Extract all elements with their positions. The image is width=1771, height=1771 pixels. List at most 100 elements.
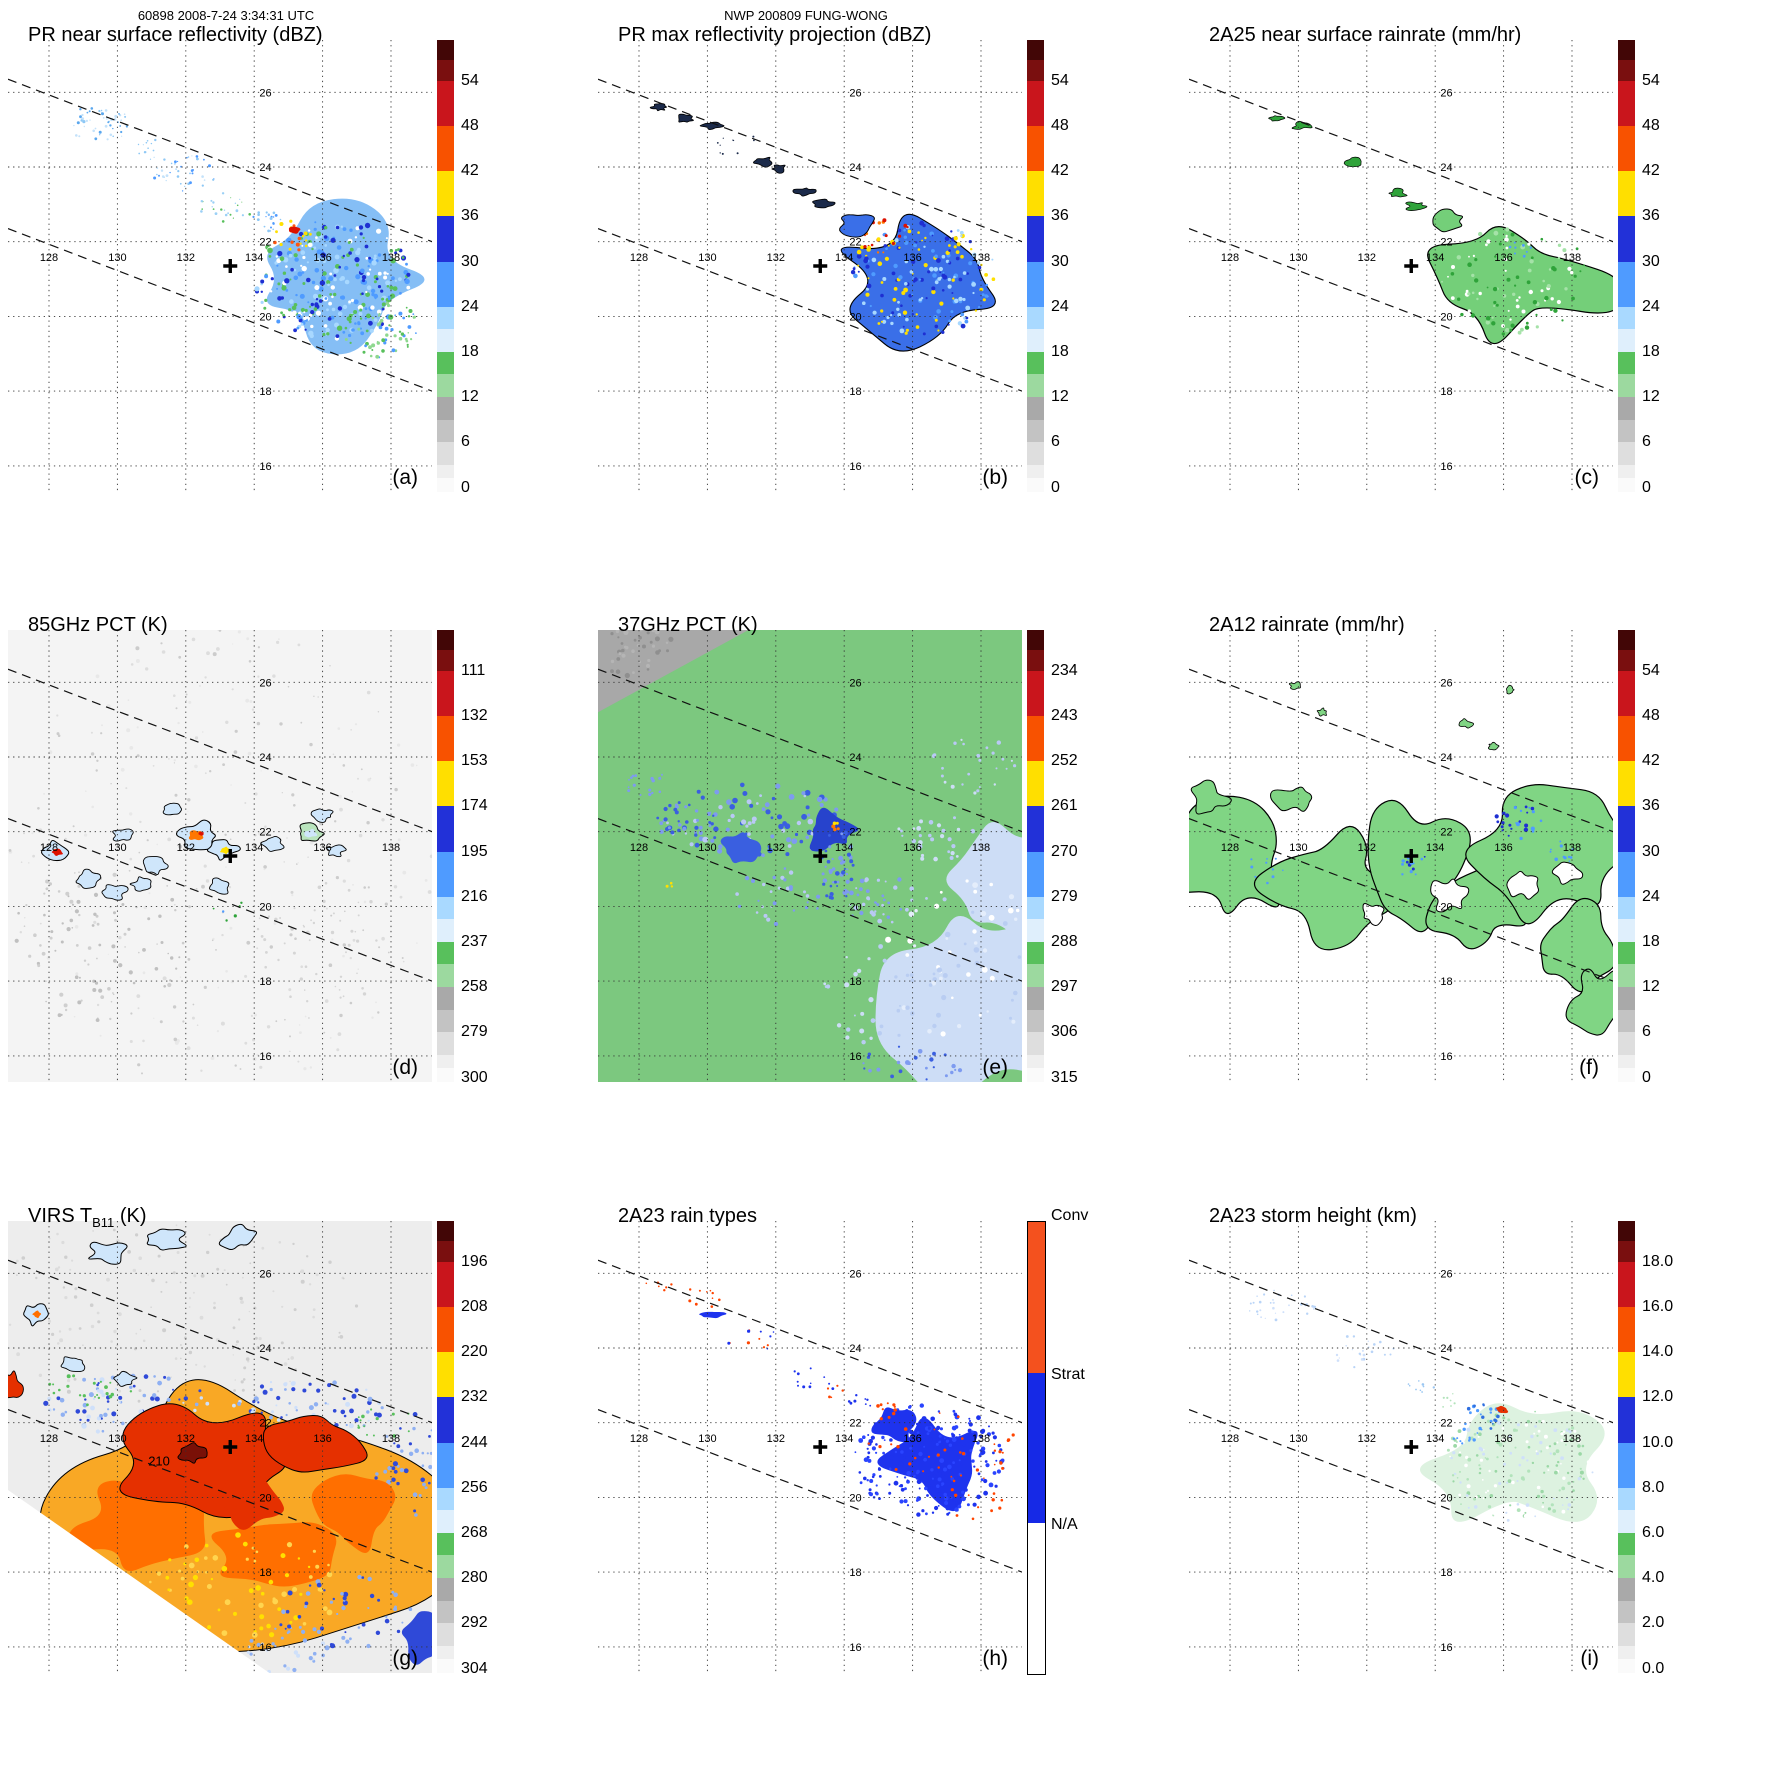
lat-label: 20 <box>849 311 861 323</box>
panel-title-a: PR near surface reflectivity (dBZ) <box>28 24 323 46</box>
colorbar-segment <box>1027 329 1044 352</box>
data-blob <box>218 1223 258 1250</box>
colorbar-tick: 256 <box>461 1478 488 1496</box>
lat-label: 16 <box>849 461 861 473</box>
lon-label: 134 <box>245 842 263 854</box>
data-blob <box>142 855 169 876</box>
colorbar-tick: 261 <box>1051 797 1078 815</box>
data-speckle-cluster <box>627 773 663 797</box>
colorbar-a <box>437 40 454 492</box>
colorbar-segment <box>437 216 454 262</box>
colorbar-tick: 234 <box>1051 661 1078 679</box>
lat-label: 22 <box>1440 1418 1452 1430</box>
storm-center-marker <box>223 849 238 863</box>
data-speckle-cluster <box>793 1367 826 1389</box>
storm-center-marker <box>1404 259 1419 273</box>
lat-label: 24 <box>1440 162 1452 174</box>
colorbar-segment <box>1027 1054 1044 1069</box>
colorbar-tick: 0 <box>1642 478 1651 496</box>
lat-label: 20 <box>1440 1492 1452 1504</box>
colorbar-tick: 132 <box>461 706 488 724</box>
lat-label: 16 <box>259 461 271 473</box>
colorbar-tick: 252 <box>1051 752 1078 770</box>
colorbar-tick: 54 <box>461 71 479 89</box>
data-speckle-cluster <box>610 630 674 679</box>
data-blob <box>1465 783 1613 925</box>
colorbar-segment <box>1027 374 1044 398</box>
lon-label: 128 <box>40 842 58 854</box>
lon-label: 136 <box>903 842 921 854</box>
colorbar-tick: 196 <box>461 1252 488 1270</box>
data-blob <box>288 226 301 234</box>
data-speckle-cluster <box>826 1382 844 1399</box>
colorbar-tick: 279 <box>461 1023 488 1041</box>
colorbar-e <box>1027 630 1044 1082</box>
lon-label: 136 <box>1494 1433 1512 1445</box>
data-blob <box>304 829 318 838</box>
colorbar-tick: 297 <box>1051 978 1078 996</box>
data-speckle-cluster <box>48 1374 133 1407</box>
colorbar-segment <box>1618 306 1635 330</box>
data-blob <box>262 1414 368 1473</box>
colorbar-segment <box>437 670 454 716</box>
lat-label: 16 <box>1440 1051 1452 1063</box>
data-speckle-cluster <box>735 867 821 927</box>
lon-label: 136 <box>313 1433 331 1445</box>
colorbar-segment <box>437 397 454 420</box>
colorbar-tick: 36 <box>1642 797 1660 815</box>
lat-label: 26 <box>259 677 271 689</box>
lat-label: 26 <box>259 87 271 99</box>
lat-label: 16 <box>849 1642 861 1654</box>
colorbar-segment <box>1618 171 1635 217</box>
colorbar-segment <box>437 329 454 352</box>
swath-edge-line <box>8 228 432 392</box>
storm-center-marker <box>813 1440 828 1454</box>
data-speckle-cluster <box>1250 857 1284 885</box>
panel-title-i: 2A23 storm height (km) <box>1209 1205 1417 1227</box>
lon-label: 128 <box>40 1433 58 1445</box>
colorbar-segment <box>437 60 454 81</box>
colorbar-tick: 18 <box>1642 342 1660 360</box>
data-speckle-cluster <box>897 816 976 862</box>
colorbar-segment <box>1618 374 1635 398</box>
data-speckle-cluster <box>1464 1403 1501 1431</box>
lat-label: 26 <box>1440 1268 1452 1280</box>
lat-label: 16 <box>259 1051 271 1063</box>
colorbar-segment <box>437 1532 454 1556</box>
data-blob <box>1362 903 1385 927</box>
colorbar-segment <box>437 306 454 330</box>
colorbar-segment <box>1618 397 1635 420</box>
lat-label: 20 <box>849 1492 861 1504</box>
data-speckle-cluster <box>153 155 215 192</box>
colorbar-segment <box>437 80 454 126</box>
lon-label: 134 <box>1426 1433 1444 1445</box>
colorbar-tick: 153 <box>461 752 488 770</box>
colorbar-tick: 48 <box>1642 116 1660 134</box>
data-blob <box>1316 707 1327 717</box>
data-blob <box>1270 786 1313 812</box>
colorbar-segment <box>437 1032 454 1055</box>
lat-label: 16 <box>1440 461 1452 473</box>
lon-label: 138 <box>1563 252 1581 264</box>
colorbar-tick: 232 <box>461 1388 488 1406</box>
panel-letter: (g) <box>392 1647 418 1670</box>
lon-label: 130 <box>698 842 716 854</box>
colorbar-segment <box>437 1623 454 1646</box>
colorbar-segment <box>1618 1221 1635 1242</box>
colorbar-tick: 18.0 <box>1642 1252 1674 1270</box>
data-blob <box>260 836 285 852</box>
colorbar-h <box>1027 1221 1046 1675</box>
lat-label: 16 <box>259 1642 271 1654</box>
data-speckle-cluster <box>831 821 840 832</box>
colorbar-b <box>1027 40 1044 492</box>
panel-letter: (i) <box>1580 1647 1599 1670</box>
lat-label: 24 <box>259 752 271 764</box>
data-blob <box>113 1370 138 1387</box>
panel-title-d: 85GHz PCT (K) <box>28 614 168 636</box>
lon-label: 128 <box>40 252 58 264</box>
colorbar-segment <box>437 374 454 398</box>
colorbar-segment <box>1027 419 1044 443</box>
panel-letter: (c) <box>1575 466 1600 489</box>
lat-label: 18 <box>1440 1567 1452 1579</box>
lon-label: 134 <box>835 1433 853 1445</box>
